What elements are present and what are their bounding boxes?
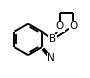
Text: O: O [56, 21, 64, 31]
Text: N: N [47, 53, 55, 63]
Text: B: B [49, 34, 56, 44]
Text: O: O [69, 21, 77, 31]
